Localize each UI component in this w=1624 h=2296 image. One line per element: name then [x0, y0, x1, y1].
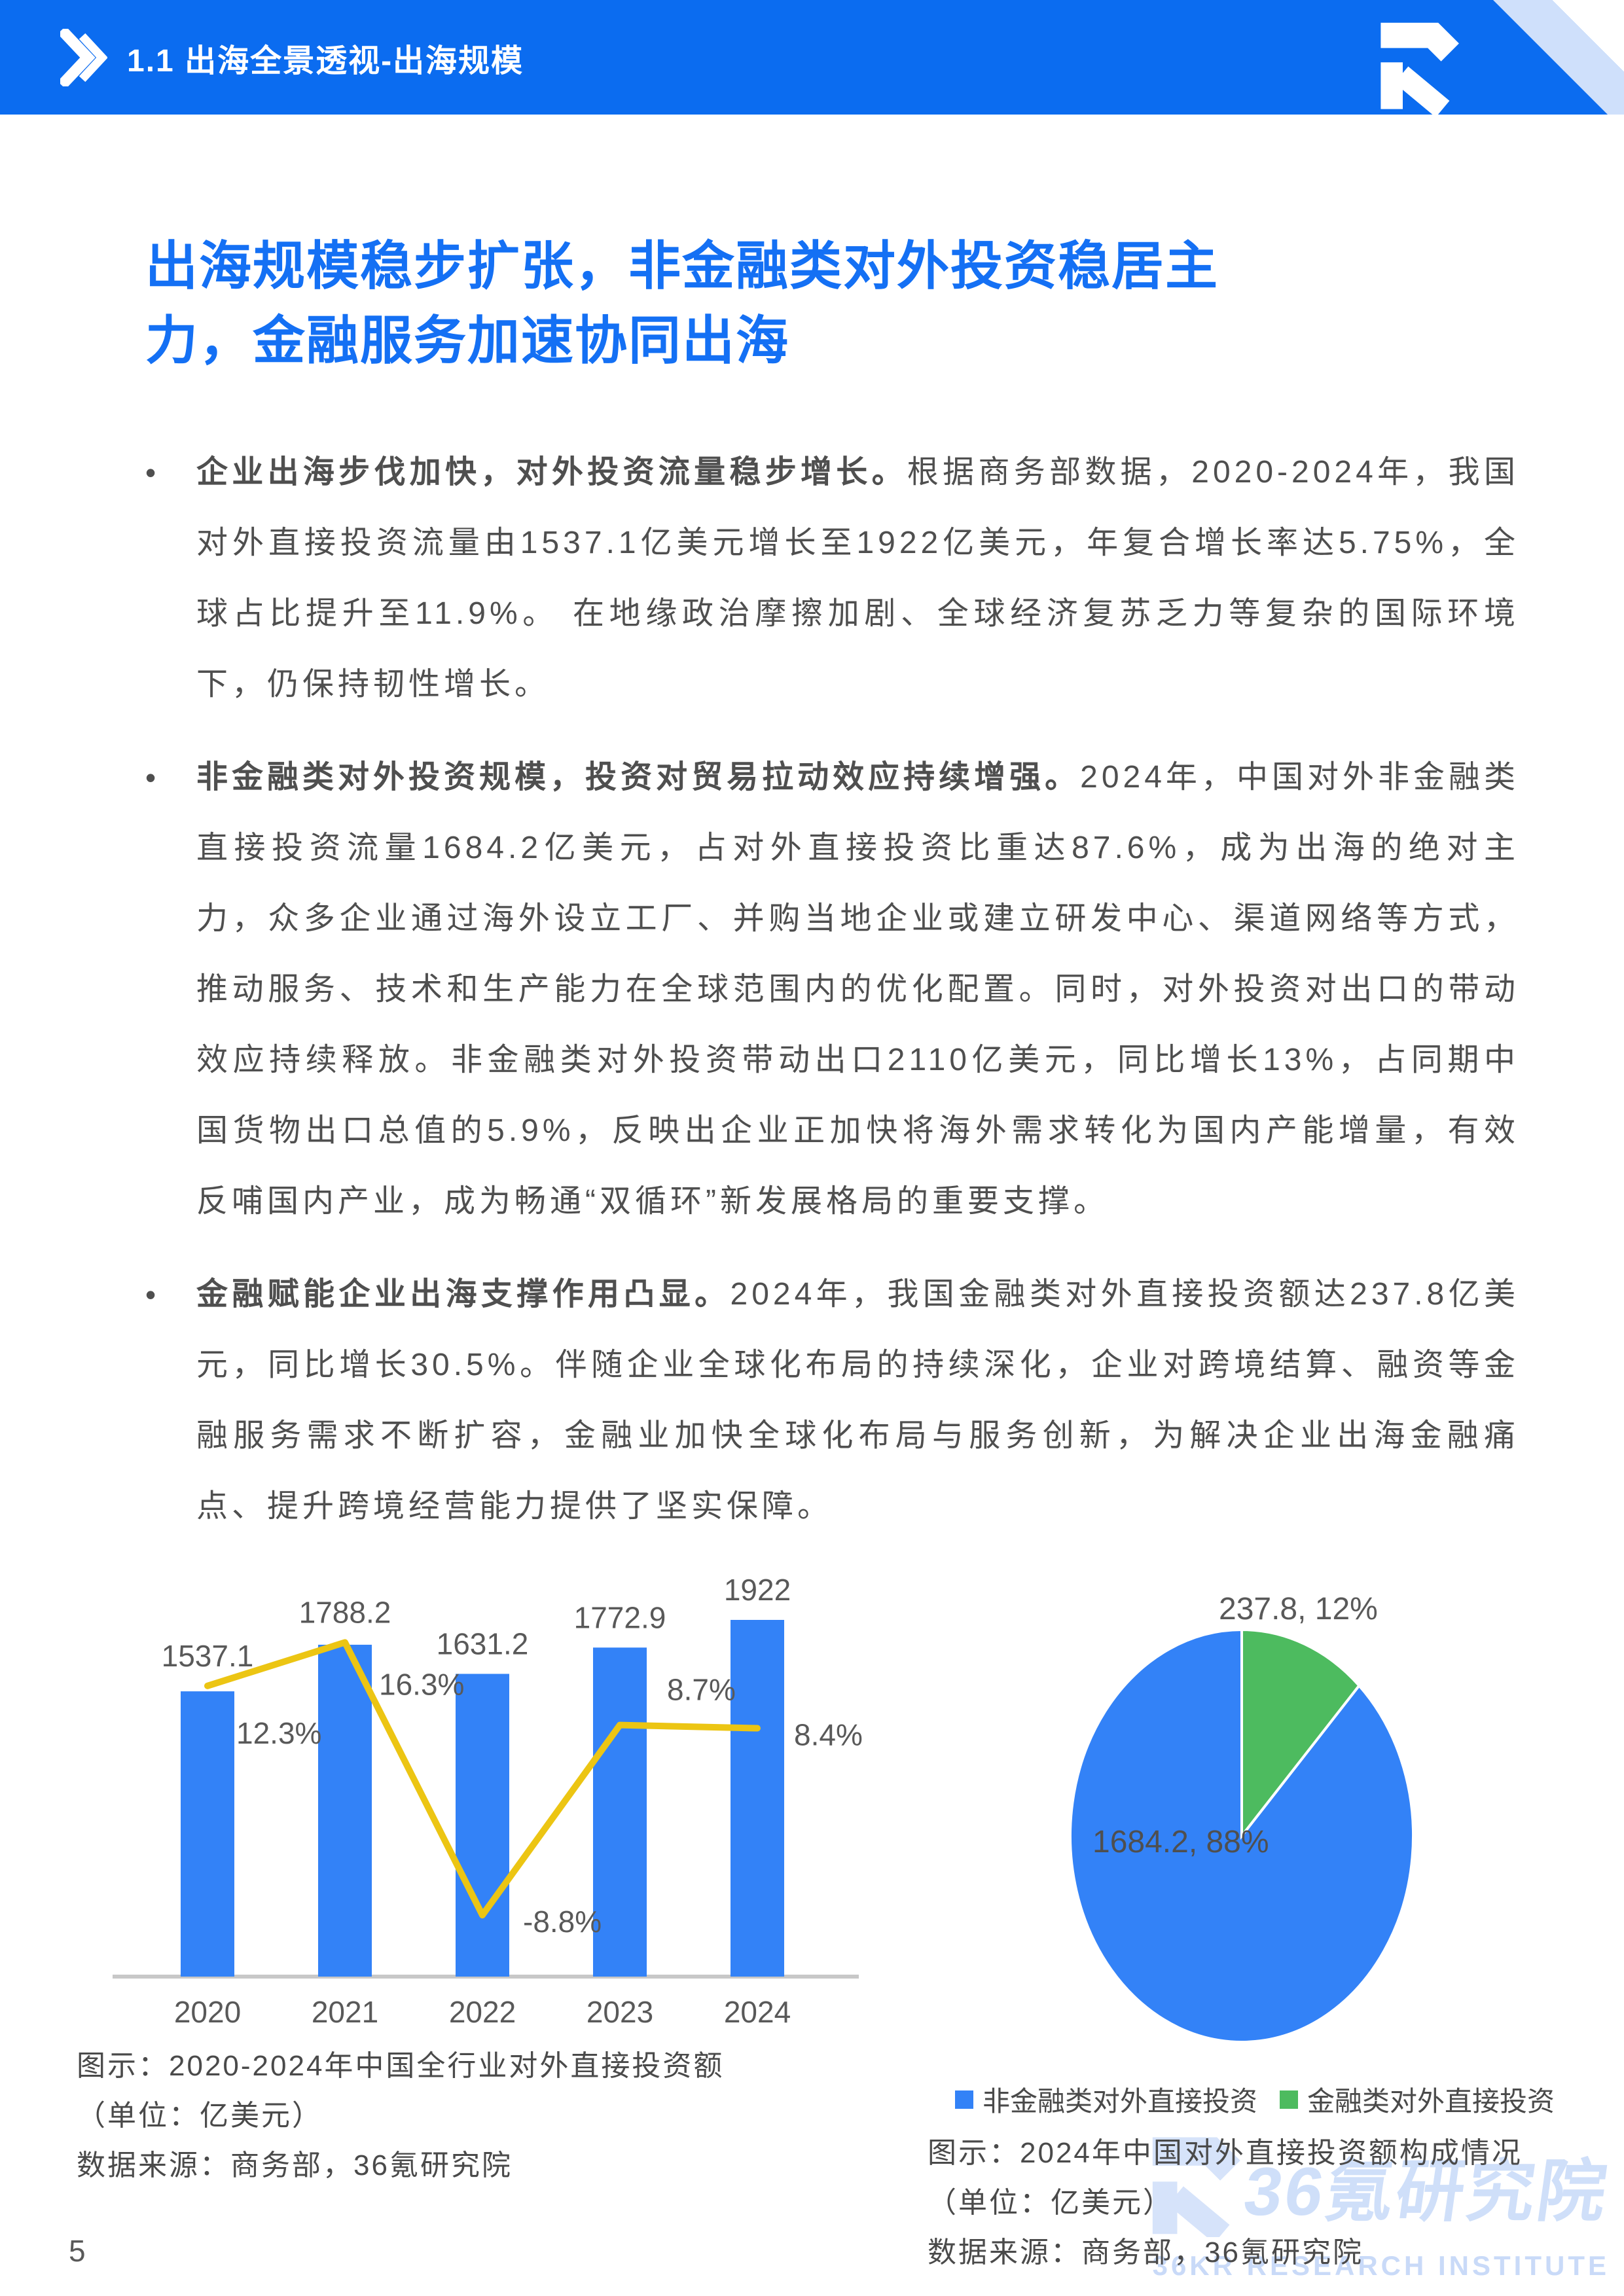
- chart-label: 2023: [586, 1995, 653, 2029]
- chevron-right-icon: [60, 28, 107, 86]
- chart-label: 1922: [724, 1573, 791, 1607]
- bullet-marker: •: [145, 1278, 156, 1312]
- legend-swatch: [1280, 2090, 1298, 2109]
- bar: [181, 1691, 234, 1977]
- bar-line-chart-canvas: 1537.1 1788.2 1631.2 1772.9 1922 12.3% 16.3% -8…: [113, 1573, 863, 2029]
- page-header: 1.1 出海全景透视-出海规模: [0, 0, 1624, 115]
- chart-label: 16.3%: [379, 1667, 464, 1701]
- chart-label: 1788.2: [299, 1595, 391, 1629]
- chart-label: 1684.2, 88%: [1092, 1825, 1269, 1859]
- section-title: 1.1 出海全景透视-出海规模: [127, 43, 524, 79]
- legend-item: 金融类对外直接投资: [1280, 2079, 1555, 2119]
- bar: [593, 1647, 647, 1977]
- chart-label: 2021: [312, 1995, 378, 2029]
- chart-label: -8.8%: [523, 1905, 602, 1939]
- page-number: 5: [69, 2234, 86, 2268]
- chart-label: 1537.1: [162, 1639, 254, 1673]
- chart-label: 12.3%: [236, 1716, 321, 1750]
- chart-label: 2022: [449, 1995, 516, 2029]
- bullet-item: • 金融赋能企业出海支撑作用凸显。2024年，我国金融类对外直接投资额达237.…: [145, 1259, 1519, 1542]
- chart-source: 数据来源：商务部，36氪研究院: [77, 2149, 513, 2181]
- legend-label: 金融类对外直接投资: [1307, 2086, 1555, 2117]
- bar: [456, 1674, 509, 1977]
- legend-label: 非金融类对外直接投资: [982, 2086, 1257, 2117]
- bullet-body: 2024年，我国金融类对外直接投资额达237.8亿美元，同比增长30.5%。伴随…: [196, 1277, 1519, 1524]
- bar-chart-caption: 图示：2020-2024年中国全行业对外直接投资额 （单位：亿美元） 数据来源：…: [77, 2041, 908, 2191]
- pie-legend: 非金融类对外直接投资 金融类对外直接投资: [928, 2079, 1582, 2119]
- bar: [318, 1644, 372, 1977]
- bullet-lead: 企业出海步伐加快，对外投资流量稳步增长。: [196, 455, 907, 490]
- chart-title: 图示：2024年中国对外直接投资额构成情况: [928, 2137, 1523, 2169]
- bullet-body: 2024年，中国对外非金融类直接投资流量1684.2亿美元，占对外直接投资比重达…: [196, 760, 1519, 1219]
- header-left: 1.1 出海全景透视-出海规模: [0, 28, 524, 86]
- legend-item: 非金融类对外直接投资: [954, 2079, 1257, 2119]
- pie-chart-canvas: 237.8, 12% 1684.2, 88%: [1069, 1592, 1415, 2043]
- chart-label: 8.7%: [667, 1673, 736, 1707]
- bullet-body: 根据商务部数据，2020-2024年，我国对外直接投资流量由1537.1亿美元增…: [196, 455, 1519, 702]
- charts-row: 1537.1 1788.2 1631.2 1772.9 1922 12.3% 16.3% -8…: [77, 1564, 1555, 2278]
- chart-title: 图示：2020-2024年中国全行业对外直接投资额: [77, 2050, 725, 2082]
- chart-label: 1631.2: [437, 1626, 529, 1660]
- growth-line: [204, 1639, 761, 1919]
- pie-chart-caption: 图示：2024年中国对外直接投资额构成情况 （单位：亿美元） 数据来源：商务部，…: [928, 2128, 1582, 2278]
- bullet-lead: 金融赋能企业出海支撑作用凸显。: [196, 1277, 731, 1312]
- chart-label: 8.4%: [794, 1718, 863, 1752]
- bullet-text: 金融赋能企业出海支撑作用凸显。2024年，我国金融类对外直接投资额达237.8亿…: [196, 1259, 1519, 1542]
- chart-label: 2020: [174, 1995, 241, 2029]
- bullet-text: 非金融类对外投资规模，投资对贸易拉动效应持续增强。2024年，中国对外非金融类直…: [196, 742, 1519, 1237]
- bullet-lead: 非金融类对外投资规模，投资对贸易拉动效应持续增强。: [196, 760, 1081, 795]
- chart-label: 2024: [724, 1995, 791, 2029]
- legend-swatch: [954, 2090, 973, 2109]
- bullet-marker: •: [145, 456, 156, 490]
- page-title: 出海规模稳步扩张，非金融类对外投资稳居主力，金融服务加速协同出海: [145, 237, 1219, 370]
- bullet-item: • 企业出海步伐加快，对外投资流量稳步增长。根据商务部数据，2020-2024年…: [145, 437, 1519, 720]
- 36kr-logo-watermark-icon: [1153, 2137, 1241, 2237]
- watermark-row: 36氪研究院: [1144, 2132, 1614, 2237]
- watermark-en: 36KR RESEARCH INSTITUTE: [1152, 2250, 1610, 2281]
- pie-slice: [1240, 1628, 1361, 1840]
- chart-label: 1772.9: [574, 1600, 666, 1634]
- pie-chart: 237.8, 12% 1684.2, 88% 非金融类对外直接投资 金融类对外直接投…: [928, 1564, 1582, 2278]
- 36kr-logo-icon: [1380, 0, 1624, 115]
- chart-label: 237.8, 12%: [1219, 1592, 1378, 1626]
- bar-line-chart: 1537.1 1788.2 1631.2 1772.9 1922 12.3% 16.3% -8…: [77, 1564, 908, 2278]
- page-body: 出海规模稳步扩张，非金融类对外投资稳居主力，金融服务加速协同出海 • 企业出海步…: [0, 229, 1624, 2278]
- bullet-text: 企业出海步伐加快，对外投资流量稳步增长。根据商务部数据，2020-2024年，我…: [196, 437, 1519, 720]
- bullet-marker: •: [145, 761, 156, 795]
- watermark: 36氪研究院 36KR RESEARCH INSTITUTE: [1144, 2132, 1614, 2282]
- bullet-item: • 非金融类对外投资规模，投资对贸易拉动效应持续增强。2024年，中国对外非金融…: [145, 742, 1519, 1237]
- chart-unit: （单位：亿美元）: [77, 2100, 323, 2132]
- chart-unit: （单位：亿美元）: [928, 2187, 1174, 2219]
- bullet-list: • 企业出海步伐加快，对外投资流量稳步增长。根据商务部数据，2020-2024年…: [145, 437, 1519, 1542]
- bar: [731, 1620, 784, 1977]
- chart-source: 数据来源：商务部，36氪研究院: [928, 2236, 1363, 2269]
